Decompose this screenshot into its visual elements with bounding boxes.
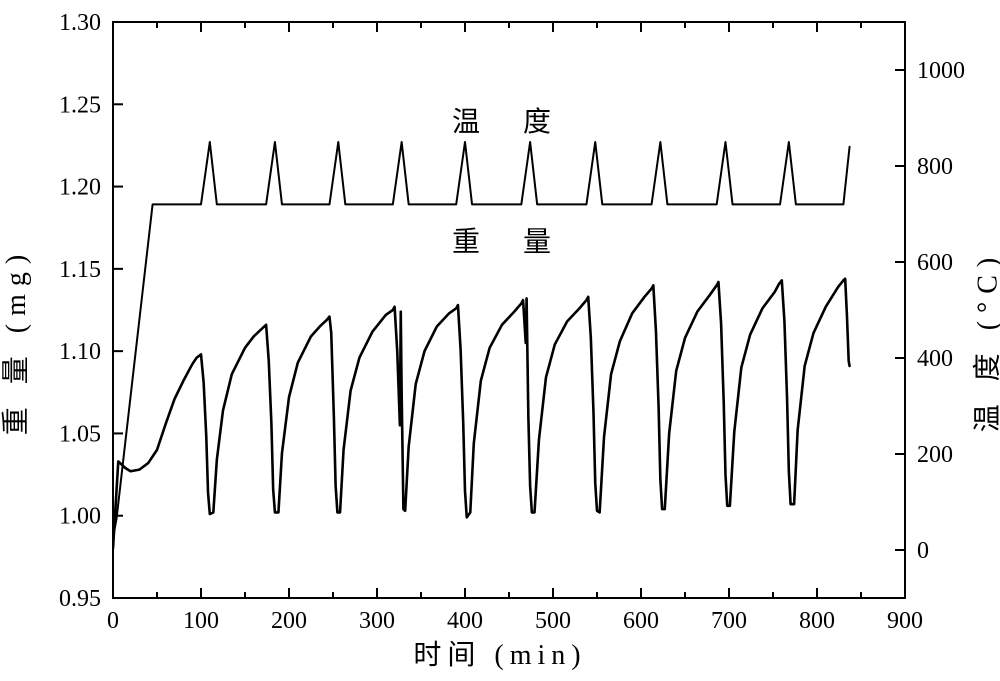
svg-text:800: 800 (917, 154, 953, 180)
series-label-temperature: 温 度 (452, 100, 569, 140)
x-axis-label: 时间 (min) (413, 633, 586, 673)
svg-text:1.20: 1.20 (59, 175, 101, 201)
y-right-axis-label: 温 度 (°C) (966, 249, 1000, 432)
series-label-temperature-text: 温 度 (452, 107, 569, 138)
svg-text:600: 600 (623, 608, 659, 634)
weight-line (113, 279, 850, 549)
y-left-axis-label: 重 量 (mg) (0, 246, 34, 434)
y-left-label-text: 重 量 (mg) (1, 246, 32, 434)
svg-text:1.15: 1.15 (59, 257, 101, 283)
svg-text:400: 400 (447, 608, 483, 634)
x-label-text: 时间 (min) (413, 640, 586, 671)
series-label-weight-text: 重 量 (452, 227, 569, 258)
svg-text:1.00: 1.00 (59, 504, 101, 530)
svg-text:200: 200 (271, 608, 307, 634)
svg-text:400: 400 (917, 346, 953, 372)
svg-text:900: 900 (887, 608, 923, 634)
svg-text:300: 300 (359, 608, 395, 634)
series-label-weight: 重 量 (452, 220, 569, 260)
y-right-label-text: 温 度 (°C) (973, 249, 1000, 432)
svg-text:1000: 1000 (917, 58, 965, 84)
svg-text:700: 700 (711, 608, 747, 634)
svg-text:1.10: 1.10 (59, 339, 101, 365)
svg-text:1.25: 1.25 (59, 92, 101, 118)
svg-text:1.05: 1.05 (59, 421, 101, 447)
chart-container: 0 100 200 300 400 500 600 700 800 900 0.95 1.00 1.05… (0, 0, 1000, 681)
svg-text:0.95: 0.95 (59, 586, 101, 612)
svg-text:1.30: 1.30 (59, 10, 101, 36)
svg-text:0: 0 (107, 608, 119, 634)
svg-text:600: 600 (917, 250, 953, 276)
svg-text:800: 800 (799, 608, 835, 634)
svg-text:500: 500 (535, 608, 571, 634)
svg-text:0: 0 (917, 538, 929, 564)
svg-text:200: 200 (917, 442, 953, 468)
svg-text:100: 100 (183, 608, 219, 634)
temperature-line (113, 142, 850, 538)
